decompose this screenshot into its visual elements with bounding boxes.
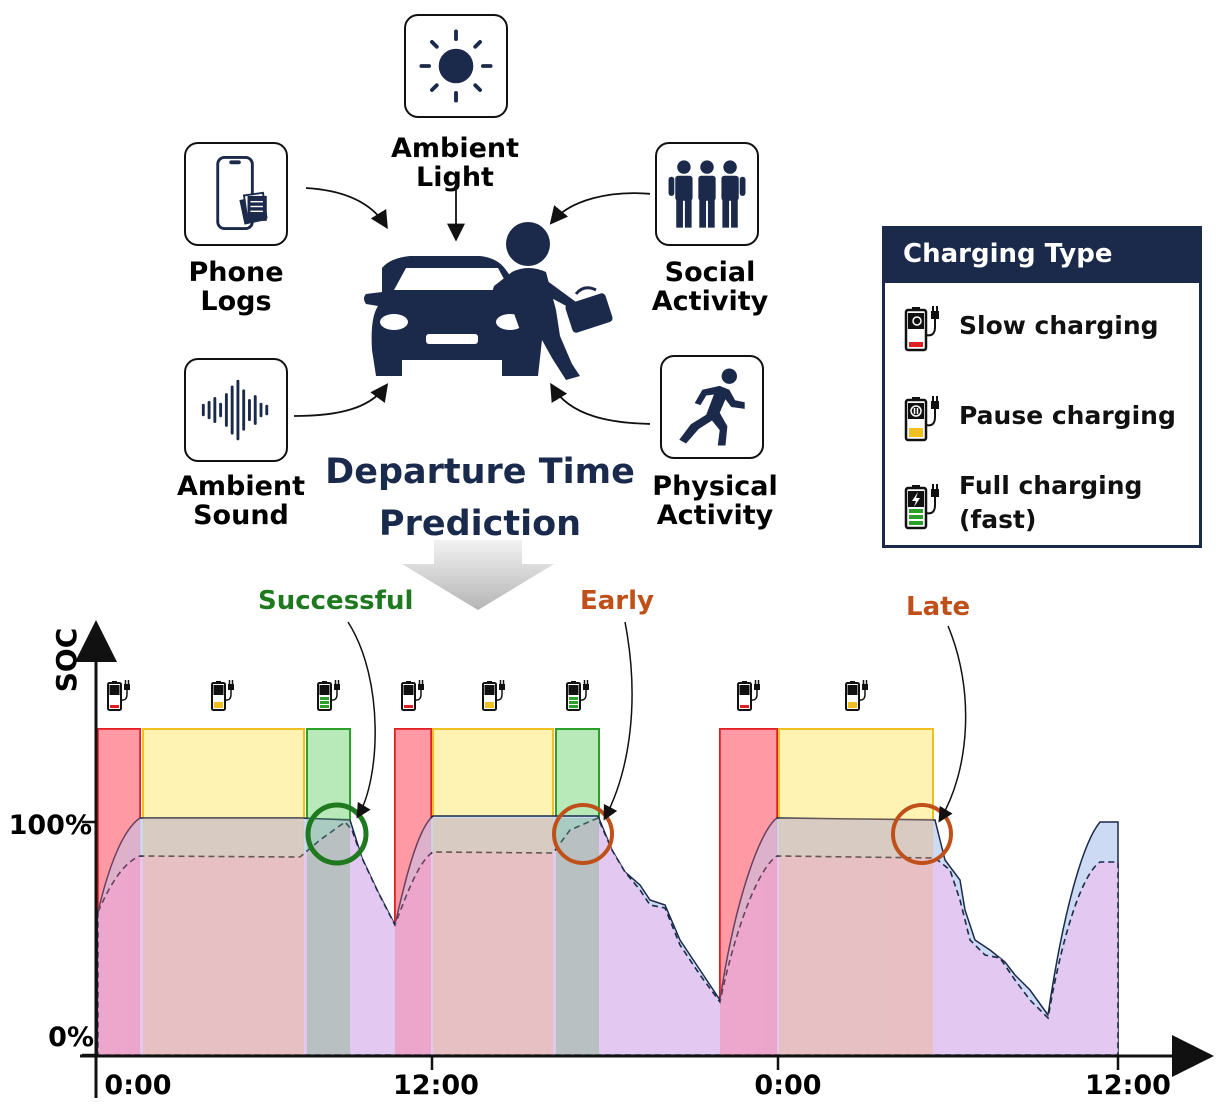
y-tick-0: 0% <box>48 1022 94 1053</box>
legend-item-slow: Slow charging <box>903 305 1193 355</box>
battery-snail-icon <box>904 306 939 352</box>
phone-icon <box>216 156 268 231</box>
ambient-sound-label: Ambient Sound <box>176 471 306 531</box>
battery-pause-icon <box>904 396 939 442</box>
ambient-light-label: Ambient Light <box>390 133 520 193</box>
outcome-circle-successful <box>305 802 369 866</box>
x-tick-3: 12:00 <box>1085 1070 1171 1101</box>
physical-activity-box <box>660 355 764 459</box>
physical-activity-label: Physical Activity <box>652 471 778 531</box>
sun-icon <box>419 29 493 103</box>
battery-pause-small-icon <box>211 680 234 711</box>
legend-title: Charging Type <box>885 229 1199 283</box>
battery-slow-small-icon <box>737 680 760 711</box>
group-icon <box>668 160 746 228</box>
legend-item-pause: Pause charging <box>903 395 1193 445</box>
diagram-title: Departure Time Prediction <box>325 452 635 544</box>
outcome-circle-late <box>891 803 953 865</box>
battery-fast-small-icon <box>566 680 589 711</box>
social-activity-box <box>655 142 759 246</box>
sound-wave-icon <box>201 379 269 441</box>
legend-label-pause: Pause charging <box>959 401 1176 430</box>
charging-type-legend: Charging Type Slow charging <box>882 226 1202 548</box>
x-tick-0: 0:00 <box>104 1070 171 1101</box>
running-person-icon <box>679 368 745 446</box>
legend-item-fast: Full charging (fast) <box>903 471 1193 537</box>
soc-chart: SOC 100% 0% 0:00 12:00 0:00 12:00 <box>9 620 1214 1101</box>
phone-logs-box <box>184 142 288 246</box>
y-axis-label: SOC <box>50 628 83 693</box>
ambient-sound-box <box>184 358 288 462</box>
window-battery-icons <box>107 680 868 711</box>
battery-bolt-icon <box>904 484 939 530</box>
down-arrow-icon <box>402 540 554 610</box>
car-person-icon <box>293 180 650 425</box>
outcome-label-early: Early <box>580 586 654 616</box>
battery-pause-small-icon <box>845 680 868 711</box>
legend-label-fast: Full charging (fast) <box>959 471 1143 534</box>
x-tick-1: 12:00 <box>393 1070 479 1101</box>
outcome-label-late: Late <box>906 592 971 622</box>
outcome-label-successful: Successful <box>258 586 414 616</box>
battery-slow-small-icon <box>107 680 130 711</box>
ambient-light-box <box>404 14 508 118</box>
y-tick-100: 100% <box>9 810 92 841</box>
phone-logs-label: Phone Logs <box>188 257 284 317</box>
social-activity-label: Social Activity <box>651 257 769 317</box>
battery-fast-small-icon <box>317 680 340 711</box>
legend-label-slow: Slow charging <box>959 311 1159 340</box>
battery-pause-small-icon <box>482 680 505 711</box>
outcome-circle-early <box>552 803 614 865</box>
battery-slow-small-icon <box>401 680 424 711</box>
soc-predicted-area <box>97 816 1119 1056</box>
x-tick-2: 0:00 <box>754 1070 821 1101</box>
